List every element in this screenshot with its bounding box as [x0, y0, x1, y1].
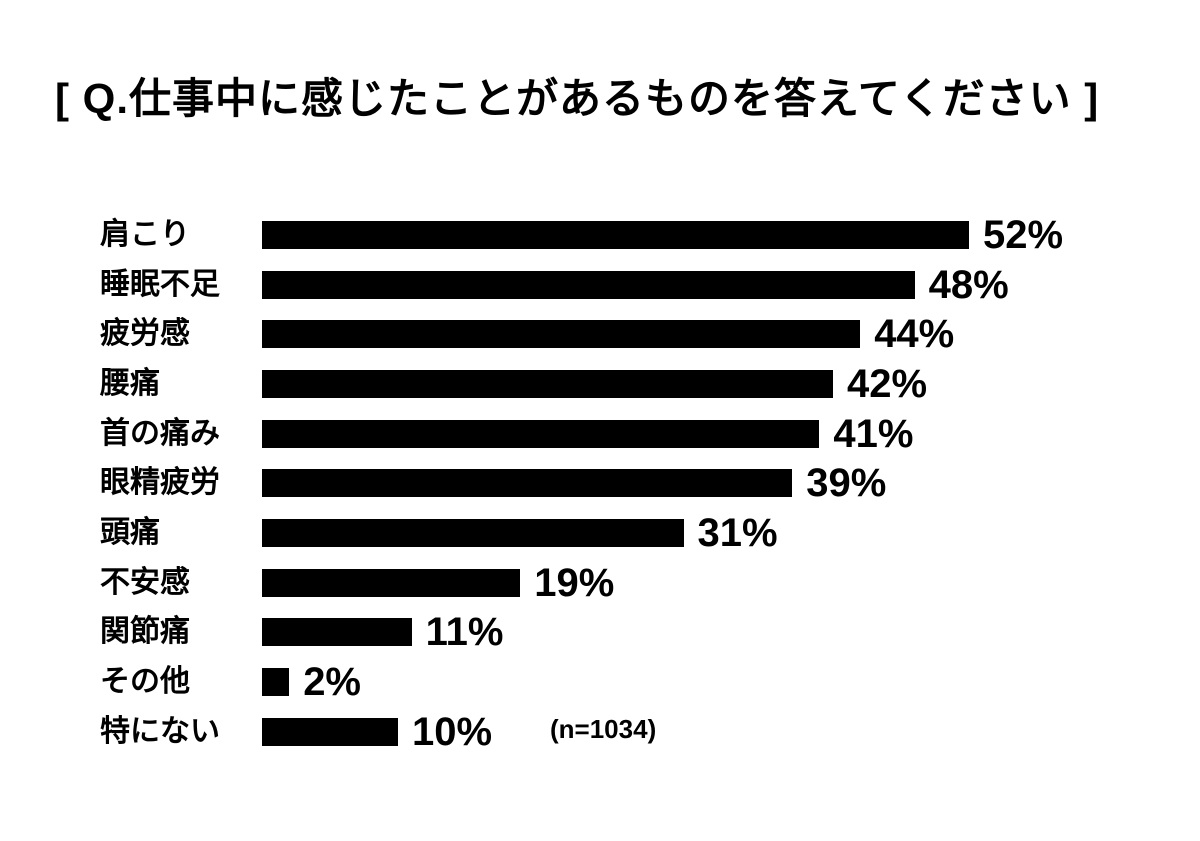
category-label: 頭痛 [100, 515, 160, 549]
chart-row: その他 2% [100, 657, 1160, 707]
value-label: 42% [847, 361, 928, 406]
category-label: 肩こり [100, 217, 190, 251]
bar [262, 419, 820, 448]
category-label: その他 [100, 665, 190, 699]
bar [262, 220, 969, 249]
category-label: 特にない [100, 714, 220, 748]
value-label: 19% [534, 560, 615, 605]
chart-row: 睡眠不足 48% [100, 260, 1160, 310]
category-label: 腰痛 [100, 366, 160, 400]
chart-row: 不安感 19% [100, 558, 1160, 608]
chart-row: 頭痛 31% [100, 508, 1160, 558]
bar [262, 568, 521, 597]
value-label: 2% [303, 660, 361, 705]
chart-row: 腰痛 42% [100, 359, 1160, 409]
value-label: 39% [806, 461, 887, 506]
chart-row: 眼精疲労 39% [100, 458, 1160, 508]
value-label: 41% [833, 411, 914, 456]
page-title: [ Q.仕事中に感じたことがあるものを答えてください ] [55, 75, 1100, 122]
category-label: 関節痛 [100, 615, 190, 649]
bar [262, 717, 398, 746]
value-label: 31% [697, 510, 778, 555]
chart-row: 首の痛み 41% [100, 409, 1160, 459]
chart-row: 疲労感 44% [100, 309, 1160, 359]
chart-row: 肩こり 52% [100, 210, 1160, 260]
chart-row: 関節痛 11% [100, 608, 1160, 658]
bar [262, 618, 412, 647]
category-label: 不安感 [100, 565, 190, 599]
bar-chart: 肩こり 52% 睡眠不足 48% 疲労感 44% 腰痛 42% 首の痛み 41%… [100, 210, 1160, 757]
category-label: 疲労感 [100, 317, 190, 351]
category-label: 睡眠不足 [100, 267, 220, 301]
bar [262, 469, 793, 498]
bar [262, 270, 915, 299]
value-label: 10% [412, 709, 493, 754]
bar [262, 320, 861, 349]
bar [262, 518, 684, 547]
chart-row: 特にない 10% [100, 707, 1160, 757]
bar [262, 369, 833, 398]
value-label: 44% [874, 312, 955, 357]
bar [262, 668, 290, 697]
value-label: 48% [928, 262, 1009, 307]
category-label: 首の痛み [100, 416, 220, 450]
value-label: 11% [425, 610, 504, 655]
category-label: 眼精疲労 [100, 466, 220, 500]
value-label: 52% [983, 212, 1064, 257]
sample-size-note: (n=1034) [550, 714, 657, 744]
